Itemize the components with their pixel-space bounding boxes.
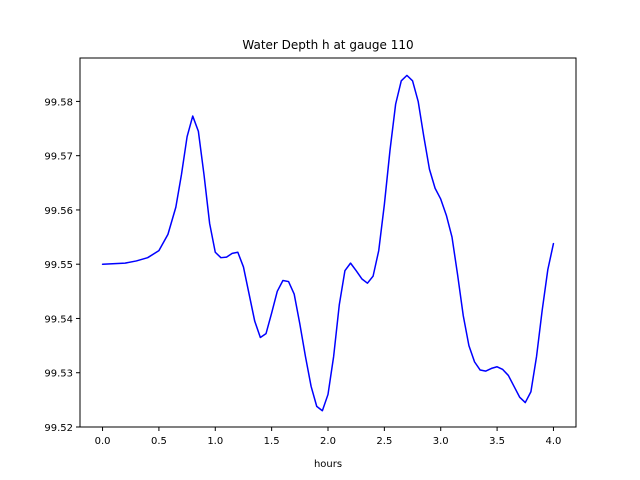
x-tick-label: 0.5	[151, 436, 167, 447]
y-axis: 99.52 99.53 99.54 99.55 99.56 99.57 99.58	[44, 97, 80, 434]
x-tick-label: 1.0	[207, 436, 223, 447]
x-tick-label: 3.0	[433, 436, 449, 447]
y-tick-label: 99.58	[44, 97, 73, 108]
x-tick-label: 2.5	[376, 436, 392, 447]
y-tick-label: 99.56	[44, 206, 73, 217]
y-tick-label: 99.54	[44, 314, 73, 325]
plot-area	[101, 74, 555, 412]
y-tick-label: 99.57	[44, 152, 73, 163]
series-line-0	[101, 74, 555, 412]
x-tick-label: 0.0	[95, 436, 111, 447]
chart-title: Water Depth h at gauge 110	[242, 38, 413, 52]
x-axis-label: hours	[314, 459, 342, 470]
y-tick-label: 99.52	[44, 423, 73, 434]
x-tick-label: 1.5	[264, 436, 280, 447]
y-tick-label: 99.55	[44, 260, 73, 271]
x-tick-label: 2.0	[320, 436, 336, 447]
y-tick-label: 99.53	[44, 369, 73, 380]
x-tick-label: 3.5	[489, 436, 505, 447]
x-axis: 0.0 0.5 1.0 1.5 2.0 2.5 3.0 3.5 4.0	[95, 427, 562, 447]
x-tick-label: 4.0	[546, 436, 562, 447]
